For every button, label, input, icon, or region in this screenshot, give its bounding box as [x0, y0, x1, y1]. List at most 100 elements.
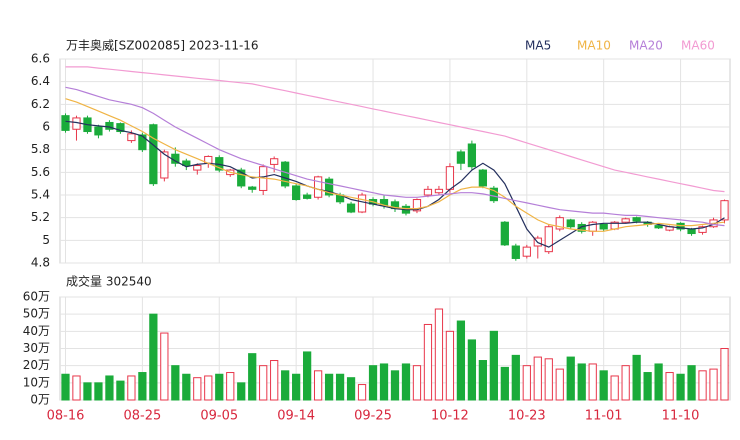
candle-body: [445, 166, 455, 190]
candle-body: [478, 169, 487, 187]
volume-bar: [412, 365, 422, 401]
candle-body: [489, 187, 498, 202]
volume-bar: [456, 320, 466, 401]
volume-bar: [83, 382, 92, 401]
volume-bar: [654, 363, 663, 401]
chart-title: 万丰奥威[SZ002085] 2023-11-16: [66, 39, 259, 53]
candle-body: [599, 223, 608, 230]
volume-bar: [138, 372, 147, 401]
volume-bar: [270, 360, 279, 401]
y-tick-label: 6.6: [31, 52, 50, 66]
x-tick-label: 11-01: [585, 409, 623, 424]
volume-bar: [621, 365, 630, 401]
candle-body: [434, 188, 444, 194]
volume-bar: [720, 348, 729, 401]
x-tick-label: 09-05: [200, 409, 238, 424]
candle-body: [182, 160, 191, 167]
candle-body: [94, 126, 103, 136]
volume-bar: [379, 363, 389, 401]
candle-body: [237, 169, 246, 187]
volume-bar: [566, 356, 575, 401]
legend-entry: MA60: [681, 39, 715, 53]
volume-bar: [248, 353, 257, 401]
candle-body: [456, 151, 466, 164]
candle-body: [632, 217, 641, 222]
volume-bar: [160, 332, 169, 401]
x-tick-label: 11-10: [662, 409, 700, 424]
y-tick-label: 6.4: [31, 74, 50, 88]
volume-bar: [500, 366, 509, 401]
ma-line: [65, 66, 725, 193]
candle-body: [149, 124, 158, 185]
legend-entry: MA20: [629, 39, 663, 53]
legend-entry: MA5: [525, 39, 551, 53]
candle-body: [193, 165, 202, 171]
candle-body: [116, 123, 125, 133]
y-tick-label: 6.2: [31, 97, 50, 111]
volume-bar: [676, 373, 685, 401]
legend-entry: MA10: [577, 39, 611, 53]
volume-bar: [292, 373, 301, 401]
ma-line: [65, 86, 725, 227]
volume-tick-label: 30万: [23, 341, 50, 355]
volume-bar: [632, 354, 641, 401]
volume-bar: [72, 375, 81, 401]
volume-bar: [368, 365, 378, 401]
volume-bar: [313, 370, 323, 401]
volume-bar: [588, 363, 597, 401]
volume-bar: [182, 373, 191, 401]
candle-body: [500, 221, 509, 246]
volume-bar: [599, 370, 608, 401]
volume-bar: [259, 365, 268, 401]
candle-body: [61, 115, 70, 131]
volume-bar: [577, 363, 586, 401]
y-tick-label: 6: [42, 120, 50, 134]
volume-bar: [522, 365, 531, 401]
volume-title: 成交量 302540: [66, 274, 152, 289]
x-tick-label: 09-25: [354, 409, 392, 424]
y-tick-label: 5.2: [31, 210, 50, 224]
y-tick-label: 4.8: [31, 256, 50, 270]
y-tick-label: 5.4: [31, 188, 50, 202]
volume-bar: [401, 363, 411, 401]
candle-body: [270, 158, 279, 165]
candle-body: [654, 225, 663, 229]
volume-bar: [533, 356, 542, 401]
candle-body: [303, 194, 312, 199]
volume-bar: [94, 382, 103, 401]
candle-body: [138, 134, 147, 151]
ma-line: [65, 120, 725, 248]
y-tick-label: 5: [42, 233, 50, 247]
candle-body: [248, 186, 257, 190]
candle-body: [544, 226, 553, 253]
volume-bar: [698, 370, 707, 401]
x-tick-label: 08-16: [47, 409, 85, 424]
candle-body: [522, 246, 531, 257]
candle-body: [105, 121, 114, 130]
candle-body: [467, 143, 477, 168]
volume-bar: [709, 368, 718, 401]
volume-tick-label: 40万: [23, 324, 50, 338]
volume-bar: [544, 358, 553, 401]
volume-tick-label: 50万: [23, 307, 50, 321]
candle-body: [412, 199, 422, 212]
volume-bar: [467, 339, 477, 401]
volume-bar: [303, 351, 312, 401]
candle-body: [357, 194, 367, 213]
volume-bar: [555, 368, 564, 401]
volume-bar: [149, 313, 158, 401]
candle-body: [566, 219, 575, 228]
volume-bar: [346, 377, 356, 401]
volume-bar: [324, 373, 334, 401]
candle-body: [588, 221, 597, 232]
x-tick-label: 09-14: [277, 409, 315, 424]
volume-bar: [215, 373, 224, 401]
volume-bar: [511, 354, 520, 401]
volume-bar: [489, 330, 498, 401]
y-tick-label: 5.6: [31, 165, 50, 179]
candle-body: [423, 188, 433, 196]
candle-body: [127, 133, 136, 142]
volume-tick-label: 10万: [23, 375, 50, 389]
volume-bar: [105, 375, 114, 401]
candle-body: [160, 151, 169, 179]
